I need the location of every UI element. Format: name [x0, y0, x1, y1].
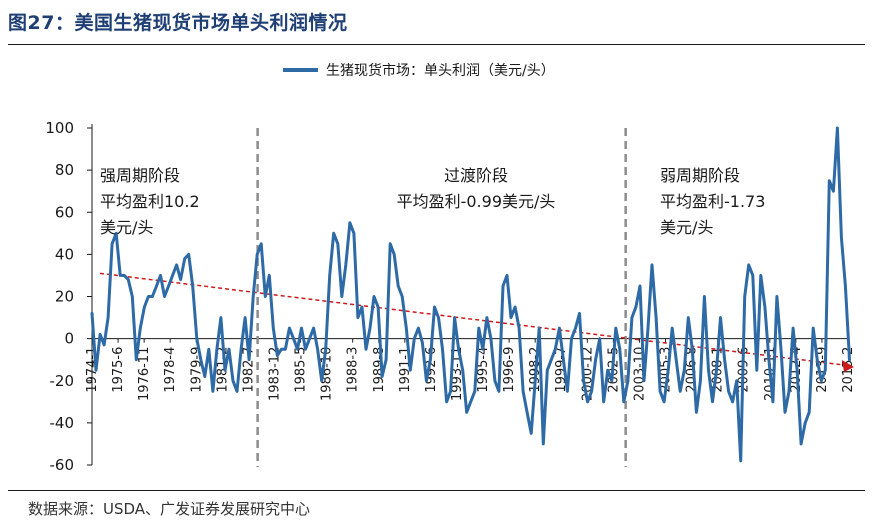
stage-dividers	[258, 128, 626, 467]
x-tick-label: 1978-4	[163, 347, 178, 393]
stage-annotation-line: 弱周期阶段	[660, 166, 740, 185]
x-axis: 1974-11975-61976-111978-41979-91981-2198…	[85, 339, 856, 401]
legend: 生猪现货市场：单头利润（美元/头）	[283, 62, 555, 79]
y-tick-label: 20	[55, 288, 74, 306]
y-tick-label: -40	[50, 414, 75, 432]
x-tick-label: 1988-3	[346, 347, 361, 393]
source-rule	[8, 490, 865, 491]
y-tick-label: 60	[55, 203, 74, 221]
x-tick-label: 1996-9	[502, 347, 517, 393]
stage-annotation-line: 平均盈利-0.99美元/头	[397, 192, 556, 211]
stage-annotation-line: 平均盈利10.2	[100, 192, 200, 211]
x-tick-label: 1976-11	[137, 347, 152, 401]
y-tick-label: -60	[50, 456, 75, 474]
x-tick-label: 1975-6	[111, 347, 126, 393]
y-axis: 100 80 60 40 20 0 -20 -40 -60	[45, 119, 92, 474]
stage-annotation-line: 强周期阶段	[100, 166, 180, 185]
trend-dashed-line	[100, 273, 844, 365]
x-tick-label: 1983-12	[267, 347, 282, 401]
stage-annotation-line: 过渡阶段	[444, 166, 508, 185]
y-tick-label: 80	[55, 161, 74, 179]
legend-label: 生猪现货市场：单头利润（美元/头）	[326, 62, 555, 79]
stage-annotations: 强周期阶段平均盈利10.2 美元/头 过渡阶段平均盈利-0.99美元/头 弱周期阶段平…	[100, 166, 765, 237]
stage-annotation-line: 平均盈利-1.73	[660, 192, 765, 211]
y-tick-label: 0	[64, 330, 74, 348]
stage-annotation-line: 美元/头	[100, 218, 153, 237]
source-note: 数据来源：USDA、广发证券发展研究中心	[28, 498, 310, 519]
y-tick-label: 100	[45, 119, 74, 137]
line-chart: 生猪现货市场：单头利润（美元/头） 100806040200-20-40-60 …	[0, 0, 881, 490]
x-tick-label: 1985-5	[294, 347, 309, 393]
y-tick-label: -20	[50, 372, 75, 390]
y-tick-label: 40	[55, 245, 74, 263]
stage-annotation-line: 美元/头	[660, 218, 713, 237]
